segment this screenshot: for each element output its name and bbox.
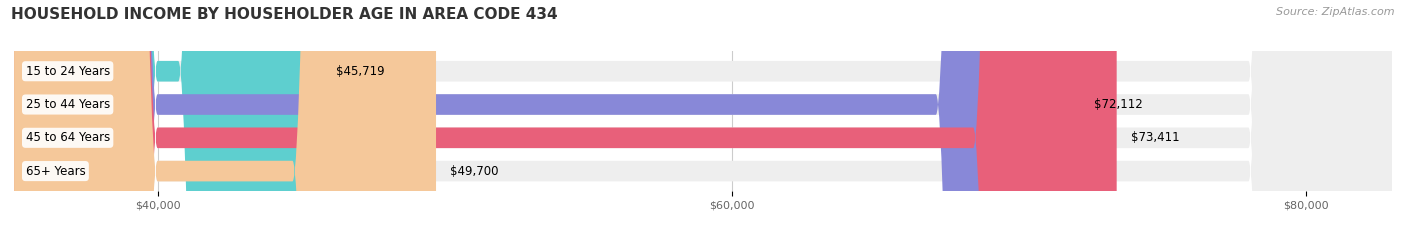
Text: 15 to 24 Years: 15 to 24 Years [25,65,110,78]
Text: 25 to 44 Years: 25 to 44 Years [25,98,110,111]
Text: $45,719: $45,719 [336,65,385,78]
FancyBboxPatch shape [14,0,1080,233]
FancyBboxPatch shape [14,0,322,233]
Text: HOUSEHOLD INCOME BY HOUSEHOLDER AGE IN AREA CODE 434: HOUSEHOLD INCOME BY HOUSEHOLDER AGE IN A… [11,7,558,22]
Text: 45 to 64 Years: 45 to 64 Years [25,131,110,144]
FancyBboxPatch shape [14,0,1392,233]
Text: 65+ Years: 65+ Years [25,164,86,178]
FancyBboxPatch shape [14,0,1392,233]
Text: $72,112: $72,112 [1094,98,1143,111]
FancyBboxPatch shape [14,0,1392,233]
Text: $73,411: $73,411 [1130,131,1180,144]
Text: Source: ZipAtlas.com: Source: ZipAtlas.com [1277,7,1395,17]
Text: $49,700: $49,700 [450,164,499,178]
FancyBboxPatch shape [14,0,1392,233]
FancyBboxPatch shape [14,0,1116,233]
FancyBboxPatch shape [14,0,436,233]
